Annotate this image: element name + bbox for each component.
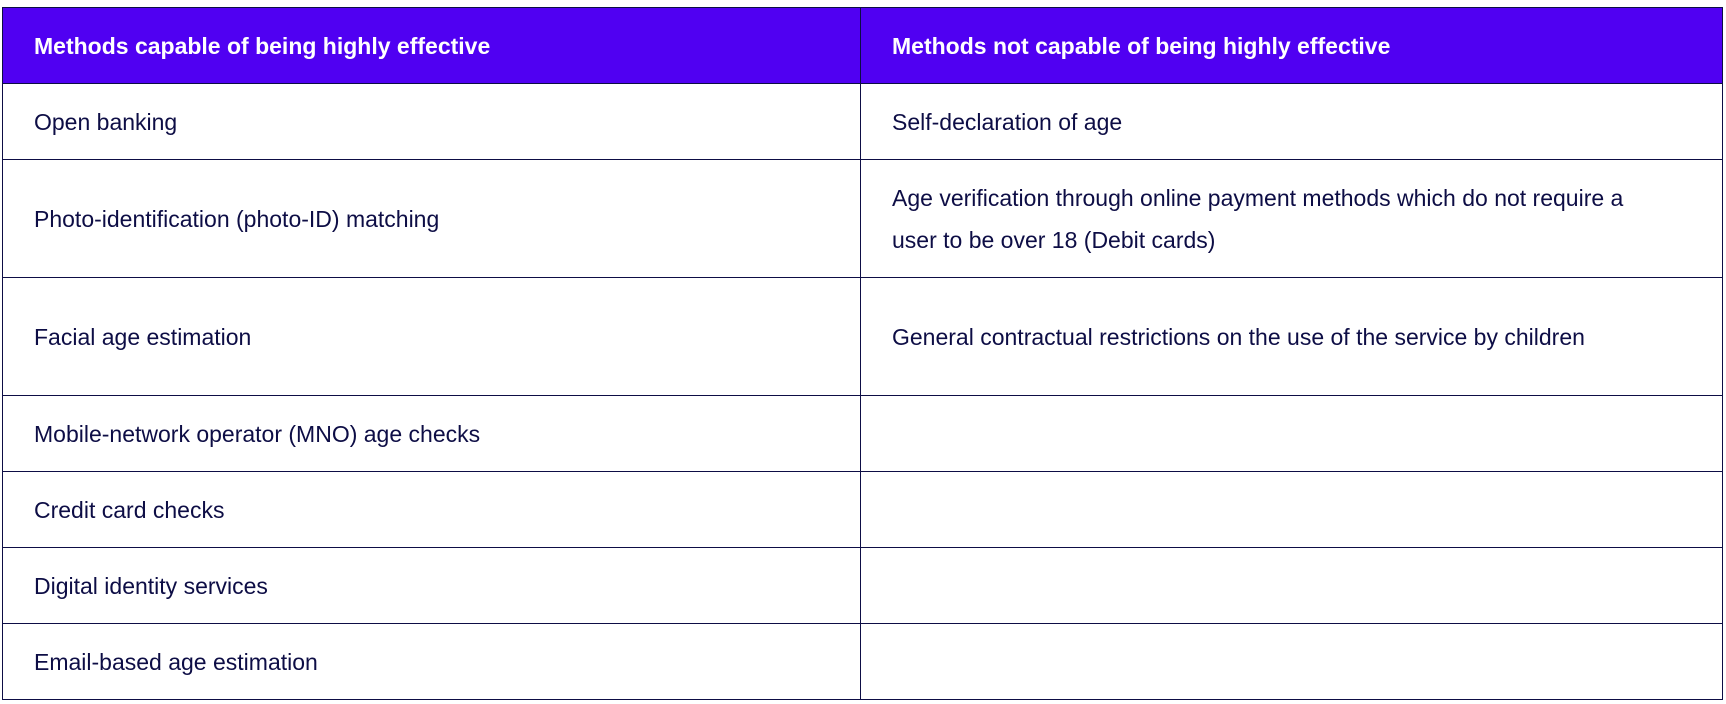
table-row: Email-based age estimation — [2, 623, 1723, 700]
table-body: Open banking Self-declaration of age Photo… — [2, 83, 1723, 700]
table-row: Mobile-network operator (MNO) age checks — [2, 395, 1723, 472]
header-cell: Methods not capable of being highly effe… — [860, 7, 1723, 84]
empty-cell — [860, 623, 1723, 700]
table-cell: Facial age estimation — [2, 277, 861, 396]
header-row: Methods capable of being highly effectiv… — [2, 7, 1723, 84]
empty-cell — [860, 471, 1723, 548]
empty-cell — [860, 547, 1723, 624]
table-row: Open banking Self-declaration of age — [2, 83, 1723, 160]
table-cell: Age verification through online payment … — [860, 159, 1723, 278]
table-cell: Mobile-network operator (MNO) age checks — [2, 395, 861, 472]
table-cell: Self-declaration of age — [860, 83, 1723, 160]
table-row: Digital identity services — [2, 547, 1723, 624]
methods-table: Methods capable of being highly effectiv… — [2, 7, 1723, 700]
empty-cell — [860, 395, 1723, 472]
header-cell: Methods capable of being highly effectiv… — [2, 7, 861, 84]
table-row: Photo-identification (photo-ID) matching… — [2, 159, 1723, 278]
table-cell: Digital identity services — [2, 547, 861, 624]
table-cell: Open banking — [2, 83, 861, 160]
table-cell: Email-based age estimation — [2, 623, 861, 700]
table-row: Facial age estimation General contractual… — [2, 277, 1723, 396]
table-cell: Photo-identification (photo-ID) matching — [2, 159, 861, 278]
table-cell: General contractual restrictions on the … — [860, 277, 1723, 396]
table-row: Credit card checks — [2, 471, 1723, 548]
table-cell: Credit card checks — [2, 471, 861, 548]
